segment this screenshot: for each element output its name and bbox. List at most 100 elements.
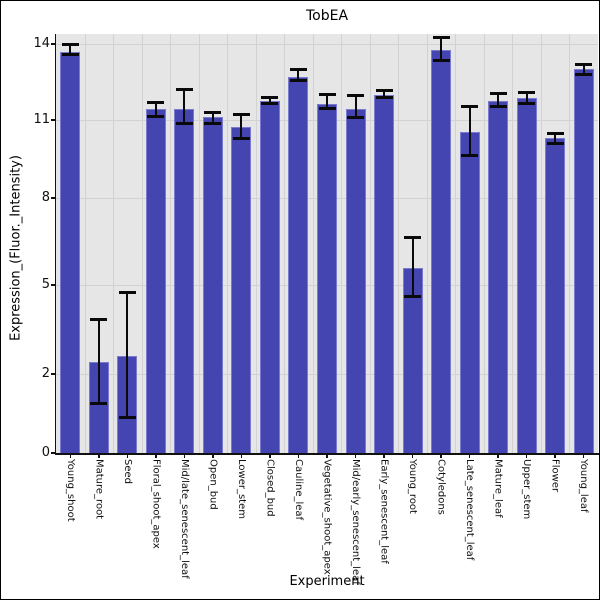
error-bar-line [554,133,557,144]
v-gridline [398,34,400,453]
x-tick-mark [240,454,243,458]
x-tick-mark [155,454,157,458]
error-bar-cap-top [175,88,193,92]
x-tick-label: Young_leaf [578,459,590,513]
y-tick-label: 5 [41,277,50,292]
error-bar-cap-bottom [118,415,136,419]
error-bar-cap-bottom [289,79,307,83]
x-tick-mark [183,454,186,458]
error-bar-cap-top [232,113,250,117]
error-bar-line [183,89,186,124]
x-tick-label: Late_senescent_leaf [464,459,476,561]
x-tick-mark [411,454,414,458]
error-bar-cap-top [575,62,593,66]
v-gridline [426,34,428,453]
bar [345,108,366,453]
y-tick-mark [51,43,55,45]
error-bar-cap-bottom [375,95,393,99]
bar [288,76,309,453]
v-gridline [540,34,542,453]
y-tick-label: 0 [41,445,50,460]
error-bar-line [383,90,386,98]
x-tick-label: Upper_stem [521,459,533,520]
bar [60,51,81,453]
x-tick-label: Open_bud [207,459,219,510]
error-bar-cap-bottom [575,72,593,76]
v-gridline [455,34,457,453]
error-bar-cap-bottom [175,122,193,126]
y-tick-label: 11 [33,112,50,127]
error-bar-cap-bottom [347,115,365,119]
x-tick-label: Early_senescent_leaf [378,459,390,564]
x-tick-label: Mature_leaf [492,459,504,518]
bar [145,108,166,453]
x-tick-label: Floral_shoot_apex [150,459,162,549]
error-bar-cap-bottom [489,104,507,108]
h-gridline [56,44,598,45]
bar [259,101,280,453]
bar [174,108,195,453]
x-tick-mark [326,454,328,458]
error-bar-line [468,106,471,156]
x-tick-label: Flower [549,459,561,493]
bar [459,131,480,453]
x-tick-mark [69,454,71,458]
error-bar-cap-bottom [432,58,450,62]
error-bar-cap-bottom [90,402,108,406]
x-tick-mark [212,454,214,458]
error-bar-cap-top [461,104,479,108]
error-bar-line [582,64,585,75]
v-gridline [84,34,86,453]
error-bar-line [525,92,528,104]
error-bar-cap-top [147,100,165,104]
error-bar-cap-bottom [518,102,536,106]
x-tick-label: Mid/late_senescent_leaf [178,459,190,579]
x-tick-mark [126,454,129,458]
bar [202,117,223,453]
error-bar-cap-top [518,90,536,94]
y-tick-label: 2 [41,366,50,381]
error-bar-cap-top [404,235,422,239]
x-tick-label: Mature_root [93,459,105,520]
error-bar-cap-top [347,94,365,98]
error-bar-cap-top [546,131,564,135]
chart-title: TobEA [305,8,349,24]
error-bar-cap-bottom [232,136,250,140]
x-tick-label: Closed_bud [264,459,276,517]
x-tick-mark [297,454,300,458]
error-bar-cap-top [90,317,108,321]
v-gridline [170,34,172,453]
v-gridline [569,34,571,453]
error-bar-cap-top [489,91,507,95]
x-tick-mark [497,454,499,458]
x-tick-mark [269,454,271,458]
v-gridline [255,34,257,453]
bar [545,138,566,453]
x-tick-mark [525,454,528,458]
x-axis-line [54,453,599,455]
error-bar-line [411,237,414,297]
error-bar-cap-top [432,36,450,40]
x-tick-label: Lower_stem [235,459,247,519]
error-bar-line [211,112,214,124]
error-bar-line [440,37,443,61]
error-bar-line [240,114,243,139]
error-bar-cap-bottom [318,107,336,111]
x-tick-label: Cotyledons [435,459,447,515]
error-bar-line [154,102,157,117]
error-bar-cap-top [118,290,136,294]
error-bar-line [497,93,500,107]
error-bar-cap-bottom [204,122,222,126]
bar [516,98,537,453]
y-tick-label: 14 [33,36,50,51]
error-bar-cap-top [61,42,79,46]
y-tick-label: 8 [41,190,50,205]
error-bar-line [69,44,72,55]
x-tick-mark [440,454,442,458]
v-gridline [341,34,343,453]
v-gridline [141,34,143,453]
x-axis-title: Experiment [289,574,365,589]
x-tick-label: Cauline_leaf [292,459,304,521]
x-tick-label: Vegetative_shoot_apex [321,459,333,575]
